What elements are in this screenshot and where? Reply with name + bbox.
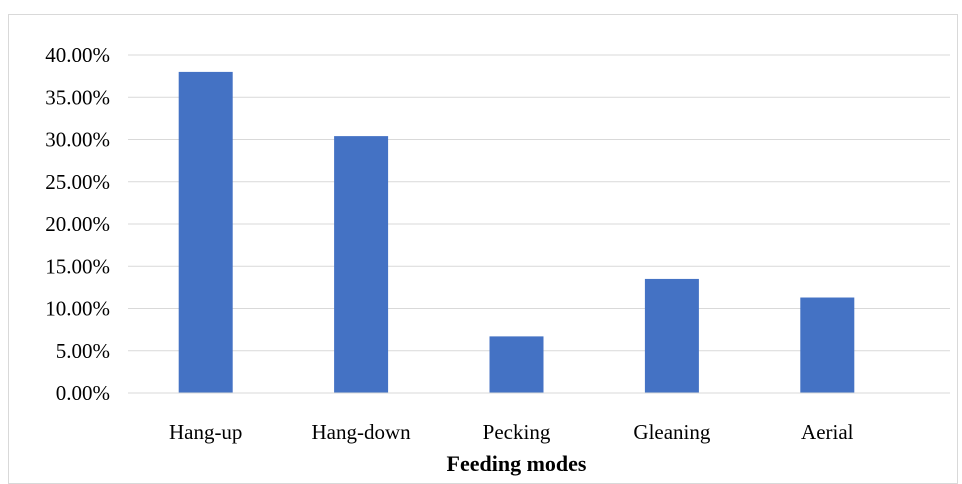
x-tick-label: Hang-up xyxy=(169,420,242,444)
y-axis-ticks: 0.00% 5.00% 10.00% 15.00% 20.00% 25.00% 30.00%… xyxy=(45,43,110,405)
bar-hang-down xyxy=(334,136,389,393)
y-tick-label: 15.00% xyxy=(45,254,110,278)
x-tick-label: Pecking xyxy=(483,420,551,444)
x-axis-label: Feeding modes xyxy=(447,451,587,476)
x-tick-label: Aerial xyxy=(801,420,854,444)
x-tick-label: Gleaning xyxy=(633,420,710,444)
bars xyxy=(178,71,855,394)
y-tick-label: 25.00% xyxy=(45,170,110,194)
x-tick-label: Hang-down xyxy=(312,420,412,444)
y-tick-label: 35.00% xyxy=(45,85,110,109)
y-tick-label: 20.00% xyxy=(45,212,110,236)
y-tick-label: 5.00% xyxy=(56,339,110,363)
y-tick-label: 10.00% xyxy=(45,297,110,321)
y-tick-label: 30.00% xyxy=(45,128,110,152)
y-tick-label: 0.00% xyxy=(56,381,110,405)
bar-pecking xyxy=(489,336,544,393)
bar-gleaning xyxy=(644,278,699,393)
y-tick-label: 40.00% xyxy=(45,43,110,67)
bar-aerial xyxy=(800,297,855,393)
bar-hang-up xyxy=(178,71,233,394)
x-axis-ticks: Hang-up Hang-down Pecking Gleaning Aerial xyxy=(169,420,854,444)
chart-frame xyxy=(8,14,958,484)
